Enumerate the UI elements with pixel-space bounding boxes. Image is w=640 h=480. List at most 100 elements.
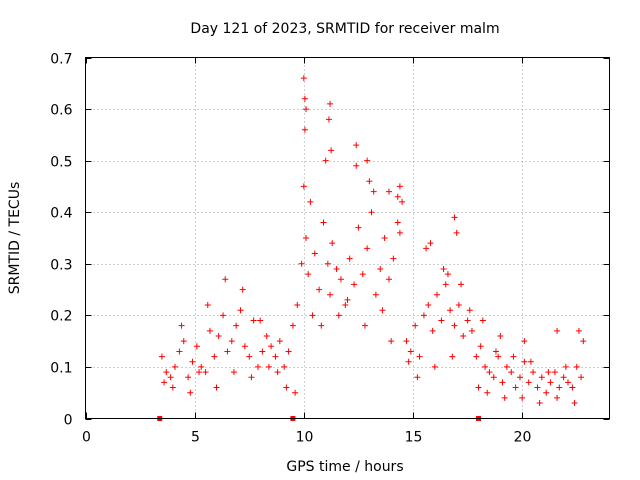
data-point [167, 374, 174, 381]
data-point [224, 348, 231, 355]
data-point [178, 322, 185, 329]
data-point [303, 106, 310, 113]
data-point [301, 126, 308, 133]
data-point [379, 307, 386, 314]
data-point [501, 394, 508, 401]
data-point [468, 327, 475, 334]
data-point [307, 198, 314, 205]
data-point [193, 343, 200, 350]
x-tick-label: 5 [191, 430, 200, 446]
data-point [492, 348, 499, 355]
data-point [172, 363, 179, 370]
y-tick-label: 0.7 [50, 52, 72, 68]
data-point [516, 374, 523, 381]
data-point [265, 363, 272, 370]
data-point [442, 281, 449, 288]
data-point [503, 363, 510, 370]
data-point [324, 260, 331, 267]
x-axis-label: GPS time / hours [286, 459, 403, 475]
data-point [196, 369, 203, 376]
data-point [202, 369, 209, 376]
data-point [451, 322, 458, 329]
data-point [519, 394, 526, 401]
data-point [359, 271, 366, 278]
x-tick-label: 10 [296, 430, 314, 446]
data-point [434, 291, 441, 298]
chart-title: Day 121 of 2023, SRMTID for receiver mal… [190, 21, 499, 37]
data-point [390, 255, 397, 262]
data-point [372, 291, 379, 298]
data-point [351, 281, 358, 288]
data-point [300, 183, 307, 190]
data-point [237, 307, 244, 314]
data-point [311, 250, 318, 257]
data-point [575, 327, 582, 334]
data-point [444, 271, 451, 278]
data-point [571, 400, 578, 407]
data-point [560, 374, 567, 381]
y-tick-label: 0.6 [50, 103, 72, 119]
data-point [466, 307, 473, 314]
data-point [423, 245, 430, 252]
data-point [294, 302, 301, 309]
data-point [246, 353, 253, 360]
data-point [562, 363, 569, 370]
data-point [460, 332, 467, 339]
data-point [527, 358, 534, 365]
data-point [337, 276, 344, 283]
data-point [499, 379, 506, 386]
data-point [554, 327, 561, 334]
data-point [220, 312, 227, 319]
data-point [327, 291, 334, 298]
data-point [187, 389, 194, 396]
data-point [543, 389, 550, 396]
data-point [233, 322, 240, 329]
data-point [510, 353, 517, 360]
data-point [403, 338, 410, 345]
data-point [344, 296, 351, 303]
data-point [427, 240, 434, 247]
data-point [482, 363, 489, 370]
data-point [368, 209, 375, 216]
data-point [322, 157, 329, 164]
data-point [301, 95, 308, 102]
data-point [405, 358, 412, 365]
data-point [298, 260, 305, 267]
data-point [521, 338, 528, 345]
data-point [451, 214, 458, 221]
data-point [169, 384, 176, 391]
data-point [495, 353, 502, 360]
data-point [215, 332, 222, 339]
data-point [521, 358, 528, 365]
data-point [479, 317, 486, 324]
data-point [381, 235, 388, 241]
data-point [318, 322, 325, 329]
data-point [320, 219, 327, 226]
data-point [556, 384, 563, 391]
data-point [248, 374, 255, 381]
data-points [158, 75, 587, 407]
axis-ticks: 0 0.1 0.2 0.3 0.4 0.5 0.6 0.7 0 5 10 15 20 [50, 52, 610, 446]
data-point [328, 147, 335, 154]
data-point [364, 157, 371, 164]
data-point [394, 219, 401, 226]
data-point [425, 302, 432, 309]
data-point [477, 343, 484, 350]
data-point [565, 379, 572, 386]
data-point [303, 235, 310, 241]
data-point [198, 363, 205, 370]
data-point [394, 193, 401, 200]
data-point [176, 348, 183, 355]
data-point [259, 348, 266, 355]
y-tick-label: 0 [64, 413, 73, 429]
data-point [228, 338, 235, 345]
data-point [335, 312, 342, 319]
data-point [554, 394, 561, 401]
data-point [254, 363, 261, 370]
data-point [300, 75, 307, 82]
data-point [407, 348, 414, 355]
data-point [292, 389, 299, 396]
data-point [551, 369, 558, 376]
data-point [414, 374, 421, 381]
